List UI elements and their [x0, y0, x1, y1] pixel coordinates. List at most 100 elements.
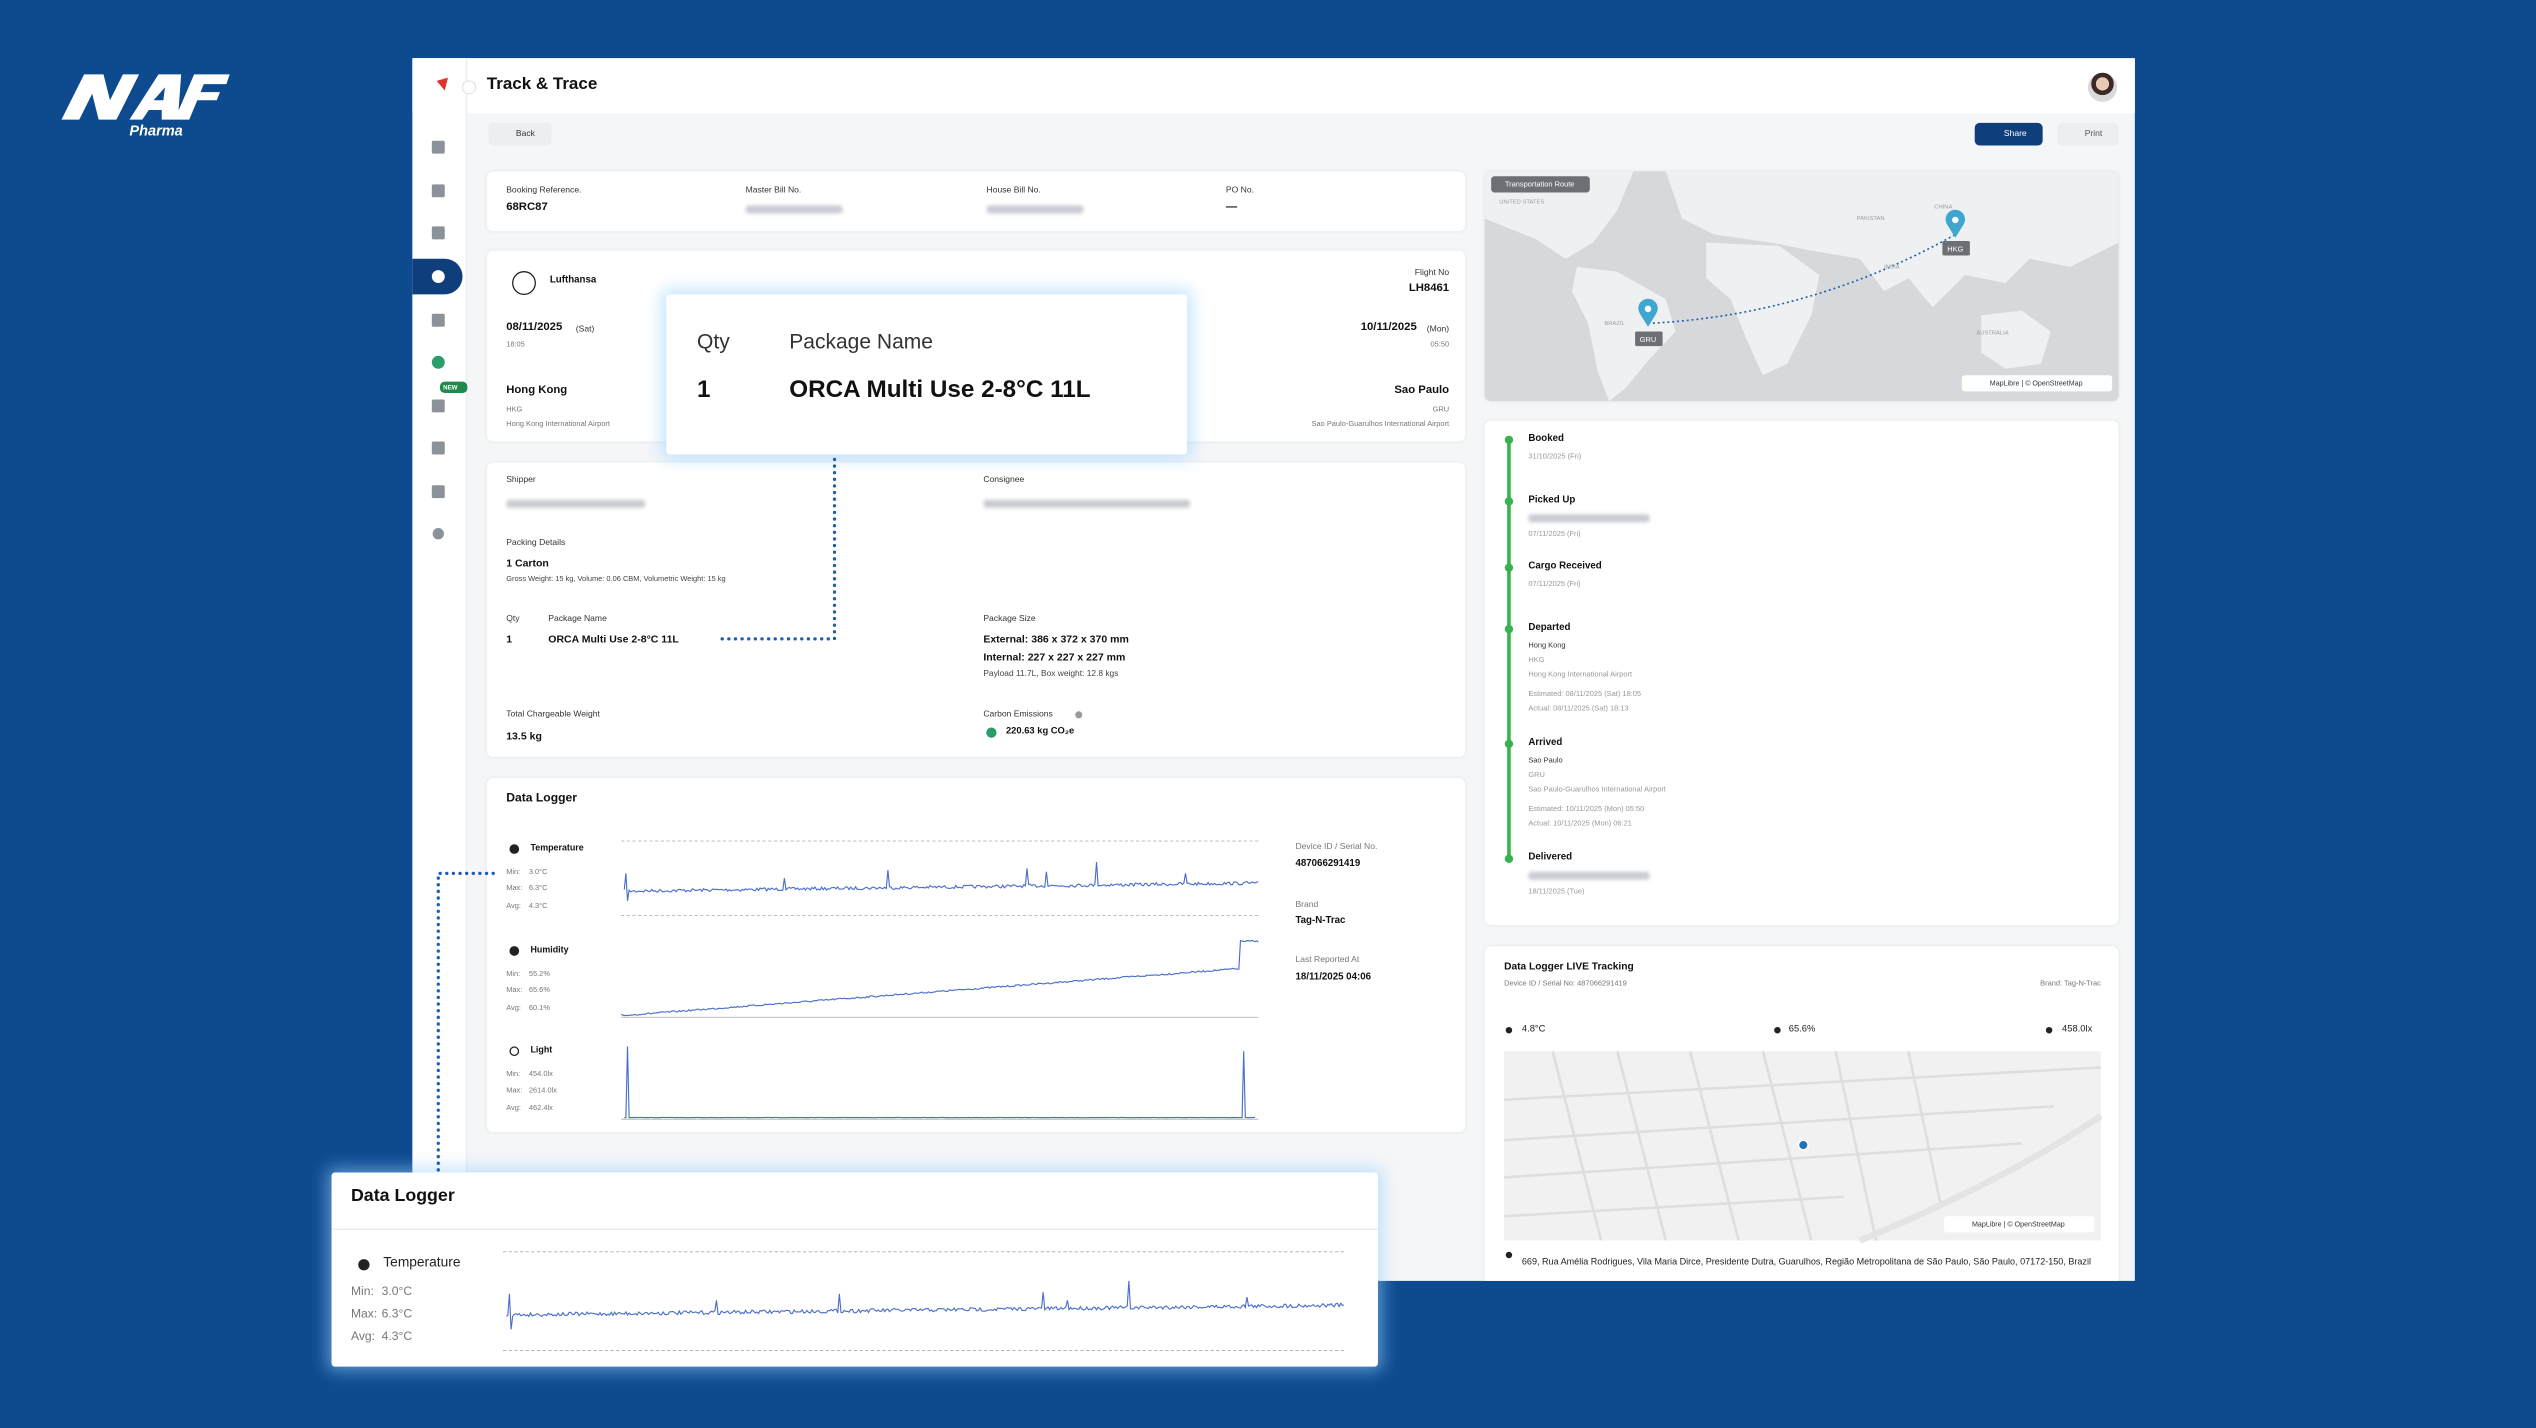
qty-callout [666, 294, 1188, 455]
share-label[interactable]: Share [2003, 129, 2027, 140]
carbon-label: Carbon Emissions [983, 709, 1053, 720]
top-bar [412, 58, 2135, 114]
map-attribution: MapLibre | © OpenStreetMap [1989, 379, 2083, 388]
reported-label: Last Reported At [1295, 955, 1360, 966]
event-status: Cargo Received [1528, 562, 1602, 572]
timeline-dot [1504, 563, 1514, 572]
arrival-airport: Sao Paulo-Guarulhos International Airpor… [1311, 419, 1450, 428]
arrival-date: 10/11/2025 [1360, 321, 1417, 334]
stat-value: 55.2% [528, 969, 550, 978]
place-label: CHINA [1934, 203, 1953, 211]
map-label-box [1491, 176, 1590, 193]
stat-value: 454.0lx [528, 1069, 553, 1078]
page-title: Track & Trace [486, 74, 598, 94]
event-line: Hong Kong International Airport [1528, 670, 1633, 679]
device: 487066291419 [1295, 859, 1361, 870]
booking-label: PO No. [1225, 185, 1255, 196]
event-status: Delivered [1528, 853, 1573, 863]
arrival-day: (Mon) [1426, 325, 1450, 335]
address-pin [1505, 1251, 1513, 1259]
payload: Payload 11.7L, Box weight: 12.8 kgs [983, 669, 1119, 680]
sensor-icon [509, 946, 520, 956]
airline: Lufthansa [549, 275, 597, 286]
packing-value: 1 Carton [506, 558, 549, 570]
arrival-code: GRU [1432, 404, 1450, 413]
stat-label: Min: [506, 1069, 521, 1078]
brand: Tag-N-Trac [1295, 916, 1346, 926]
airline-logo [512, 271, 536, 295]
event-status: Departed [1528, 623, 1571, 634]
streets [1504, 1050, 2103, 1244]
stat-label: Max: [506, 883, 523, 892]
place-label: BRAZIL [1604, 320, 1625, 327]
sensor-icon [358, 1259, 370, 1271]
brand-logo [61, 74, 230, 120]
stat-label: Avg: [506, 1003, 521, 1012]
avatar[interactable] [2087, 72, 2118, 102]
event-status: Booked [1528, 434, 1564, 445]
live-humidity: 65.6% [1788, 1024, 1816, 1035]
app-logo [436, 77, 448, 91]
arrival-time: 05:50 [1430, 340, 1450, 349]
sensor-name: Temperature [530, 843, 584, 854]
attribution-box [1961, 375, 2113, 392]
booking-label: Master Bill No. [745, 185, 802, 196]
print-button[interactable] [2057, 122, 2119, 146]
redacted-text [745, 204, 843, 213]
route-line [1647, 233, 1956, 325]
callout-qty: 1 [697, 375, 711, 404]
event-line: Sao Paulo [1528, 755, 1563, 764]
departure-code: HKG [506, 404, 523, 413]
callout-stat-label: Min: [350, 1283, 374, 1299]
stat-label: Avg: [506, 1103, 521, 1112]
reading-icon [2045, 1026, 2053, 1034]
event-line: Hong Kong [1528, 641, 1566, 650]
device-label: Device ID / Serial No. [1295, 842, 1378, 853]
stat-value: 2614.0lx [528, 1085, 557, 1094]
place-label: UNITED STATES [1499, 198, 1545, 206]
event-line: 18/11/2025 (Tue) [1528, 886, 1585, 895]
departure-city: Hong Kong [506, 384, 568, 397]
collapse-toggle[interactable] [462, 80, 476, 95]
print-label[interactable]: Print [2084, 129, 2103, 140]
reading-icon [1774, 1026, 1781, 1034]
callout-stat-value: 4.3°C [381, 1328, 413, 1344]
back-label[interactable]: Back [515, 129, 535, 140]
nav-icons[interactable] [431, 140, 445, 540]
flight-no: LH8461 [1408, 282, 1450, 295]
booking-label: House Bill No. [986, 185, 1041, 196]
stat-label: Max: [506, 1085, 523, 1094]
reported: 18/11/2025 04:06 [1295, 972, 1372, 983]
shipper-label: Shipper [506, 475, 536, 486]
sensor-name: Light [530, 1046, 553, 1056]
share-button[interactable] [1974, 122, 2043, 146]
back-button[interactable] [488, 122, 552, 146]
timeline-card [1484, 420, 2119, 926]
departure-time: 18:05 [506, 340, 525, 349]
sparkline [621, 939, 1259, 1017]
redacted-text [983, 498, 1191, 508]
callout-logger-title: Data Logger [350, 1186, 455, 1206]
departure-day: (Sat) [575, 325, 595, 335]
place-label: INDIA [1884, 263, 1900, 270]
logger-title: Data Logger [506, 790, 577, 805]
booking-value: 68RC87 [506, 202, 548, 214]
live-light: 458.0lx [2062, 1024, 2093, 1035]
new-badge [439, 381, 468, 394]
booking-card [486, 171, 1466, 232]
timeline-dot [1504, 739, 1514, 749]
stat-label: Avg: [506, 901, 521, 910]
stat-value: 4.3°C [528, 901, 548, 910]
live-title: Data Logger LIVE Tracking [1504, 961, 1634, 973]
event-line: 07/11/2025 (Fri) [1528, 529, 1581, 538]
map-label: Transportation Route [1504, 180, 1575, 189]
redacted-text [986, 204, 1084, 213]
redacted-text [506, 498, 646, 508]
event-line: 07/11/2025 (Fri) [1528, 579, 1581, 588]
destination-label: GRU [1639, 335, 1657, 344]
origin-label: HKG [1947, 244, 1964, 253]
details-card [486, 462, 1466, 757]
